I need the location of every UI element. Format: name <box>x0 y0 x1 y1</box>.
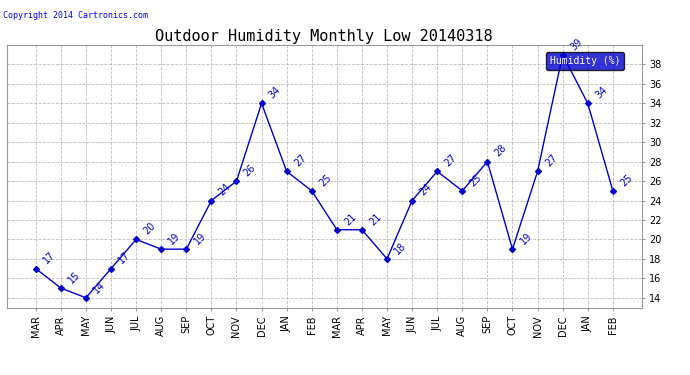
Text: 19: 19 <box>167 231 182 246</box>
Text: 24: 24 <box>417 182 433 198</box>
Text: Copyright 2014 Cartronics.com: Copyright 2014 Cartronics.com <box>3 11 148 20</box>
Title: Outdoor Humidity Monthly Low 20140318: Outdoor Humidity Monthly Low 20140318 <box>155 29 493 44</box>
Text: 27: 27 <box>543 153 559 169</box>
Text: 34: 34 <box>267 85 283 100</box>
Text: 21: 21 <box>368 211 384 227</box>
Text: 25: 25 <box>317 172 333 188</box>
Text: 24: 24 <box>217 182 233 198</box>
Text: 18: 18 <box>393 240 408 256</box>
Text: 15: 15 <box>66 270 82 285</box>
Text: 19: 19 <box>192 231 208 246</box>
Text: 39: 39 <box>569 36 584 52</box>
Text: 27: 27 <box>293 153 308 169</box>
Text: 17: 17 <box>41 250 57 266</box>
Text: 27: 27 <box>443 153 459 169</box>
Text: 21: 21 <box>342 211 358 227</box>
Text: 28: 28 <box>493 143 509 159</box>
Text: 25: 25 <box>618 172 634 188</box>
Text: 14: 14 <box>92 279 107 295</box>
Text: 34: 34 <box>593 85 609 100</box>
Legend: Humidity (%): Humidity (%) <box>546 53 624 70</box>
Text: 20: 20 <box>141 221 157 237</box>
Text: 19: 19 <box>518 231 534 246</box>
Text: 25: 25 <box>468 172 484 188</box>
Text: 17: 17 <box>117 250 132 266</box>
Text: 26: 26 <box>242 162 258 178</box>
